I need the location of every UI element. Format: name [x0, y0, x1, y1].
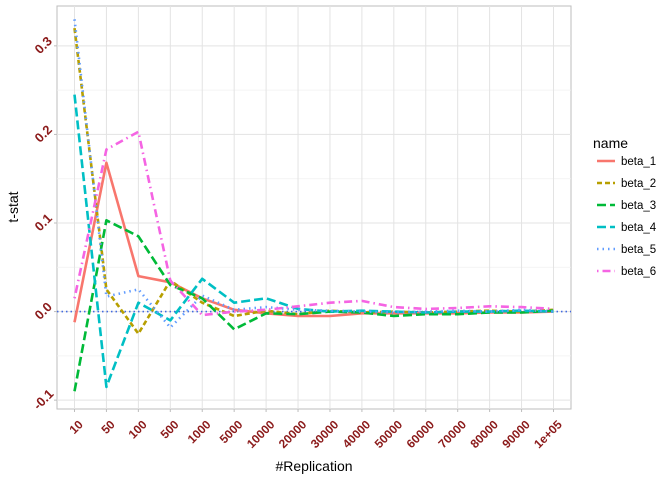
legend-label-beta-5: beta_5: [621, 244, 656, 256]
legend-label-beta-6: beta_6: [621, 266, 656, 278]
y-tick-label: 0.2: [32, 122, 55, 145]
legend-title: name: [593, 135, 628, 151]
legend-label-beta-3: beta_3: [621, 200, 656, 212]
x-tick-label: 1000: [185, 417, 214, 446]
legend-label-beta-4: beta_4: [621, 222, 657, 234]
x-axis-title: #Replication: [275, 458, 352, 474]
y-axis-title: t-stat: [5, 191, 21, 222]
panel-background: [56, 5, 572, 410]
y-tick-label: -0.1: [30, 386, 56, 412]
x-tick-label: 50000: [372, 417, 406, 451]
y-axis-ticks: -0.1 0.0 0.1 0.2 0.3: [30, 33, 57, 413]
x-tick-label: 10000: [244, 417, 278, 451]
x-tick-label: 90000: [499, 417, 533, 451]
series-line-beta-6: [73, 130, 554, 317]
series-line-beta-3: [73, 219, 554, 392]
x-tick-label: 80000: [467, 417, 501, 451]
x-tick-label: 10: [66, 417, 86, 437]
x-tick-label: 500: [158, 417, 182, 441]
legend-label-beta-1: beta_1: [621, 156, 656, 168]
x-tick-label: 1e+05: [531, 417, 565, 451]
series-lines: [73, 19, 554, 392]
x-tick-label: 40000: [340, 417, 374, 451]
legend-label-beta-2: beta_2: [621, 178, 656, 190]
y-tick-label: 0.3: [32, 33, 55, 56]
x-tick-label: 50: [98, 417, 118, 437]
x-tick-label: 60000: [404, 417, 438, 451]
series-line-beta-4: [73, 94, 554, 389]
x-axis-ticks: 10 50 100 500 1000 50001000020000300004000050…: [66, 409, 565, 451]
x-tick-label: 30000: [308, 417, 342, 451]
legend: name beta_1 beta_2 beta_3 beta_4 beta_5 beta_…: [593, 135, 657, 278]
series-line-beta-5: [73, 19, 554, 329]
x-tick-label: 5000: [217, 417, 246, 446]
x-tick-label: 70000: [436, 417, 470, 451]
y-tick-label: 0.0: [32, 299, 55, 322]
x-tick-label: 100: [126, 417, 150, 441]
x-tick-label: 20000: [276, 417, 310, 451]
y-tick-label: 0.1: [32, 211, 55, 234]
